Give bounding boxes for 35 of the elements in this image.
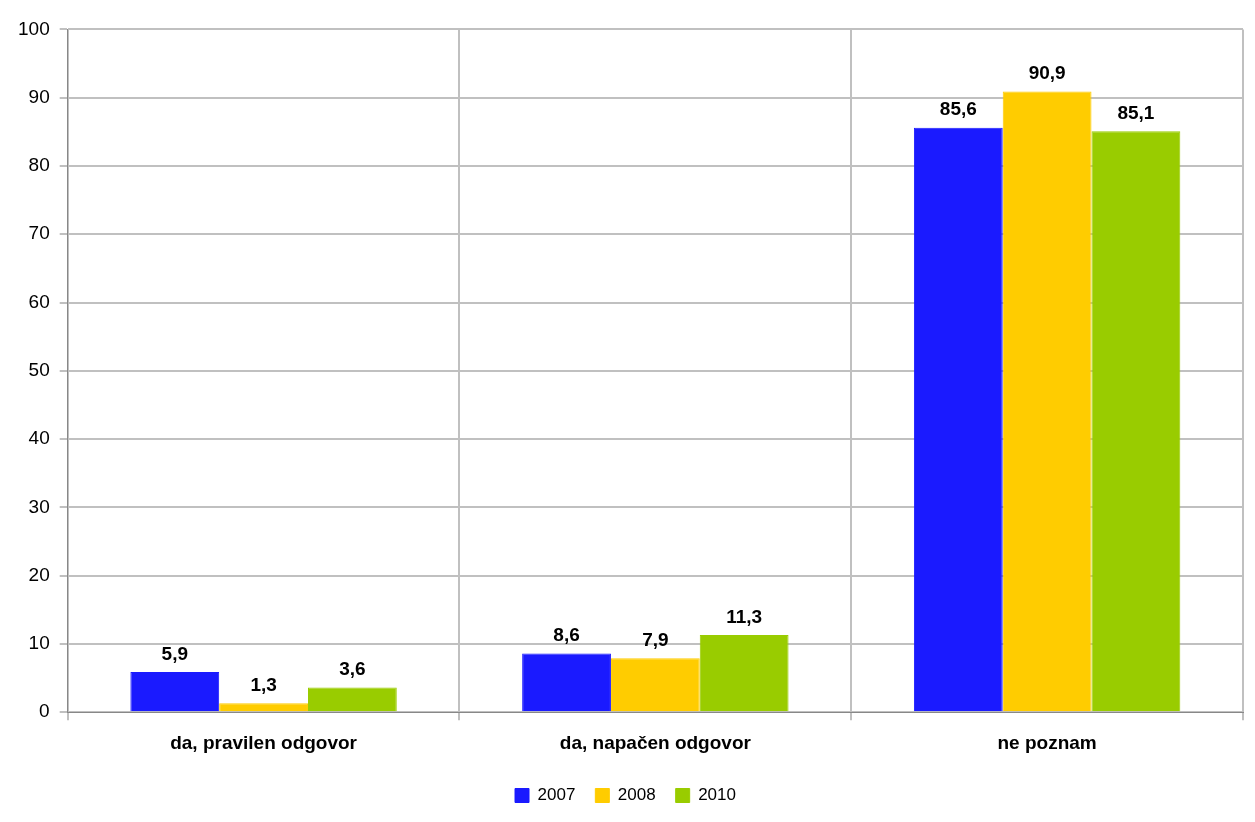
bar: [219, 703, 308, 712]
y-tick-label: 50: [28, 359, 50, 381]
bar: [130, 671, 220, 712]
legend-label: 2010: [698, 785, 736, 805]
y-tick-label: 80: [28, 154, 50, 176]
y-tick-label: 30: [28, 495, 50, 517]
data-label: 8,6: [553, 624, 580, 646]
bar: [307, 687, 397, 712]
y-tick-label: 10: [28, 632, 50, 654]
data-label: 90,9: [1028, 62, 1066, 84]
y-tick-label: 40: [28, 427, 50, 449]
data-label: 85,6: [939, 98, 977, 120]
x-tick-label: da, napačen odgovor: [559, 731, 752, 753]
y-tick-label: 60: [28, 290, 50, 312]
bar: [1091, 131, 1181, 712]
bar: [522, 653, 611, 712]
data-label: 1,3: [250, 674, 277, 696]
bar: [610, 658, 700, 712]
x-tick-label: da, pravilen odgovor: [170, 731, 358, 753]
bar: [913, 127, 1003, 712]
data-label: 7,9: [642, 628, 669, 650]
data-label: 3,6: [339, 658, 366, 680]
data-label: 11,3: [726, 605, 763, 627]
legend-label: 2008: [617, 785, 656, 805]
y-tick-label: 100: [18, 17, 50, 39]
y-tick-label: 70: [28, 222, 50, 244]
data-label: 85,1: [1117, 101, 1155, 123]
data-label: 5,9: [161, 642, 188, 664]
legend-label: 2007: [537, 785, 576, 805]
y-tick-label: 90: [28, 85, 50, 107]
x-tick-label: ne poznam: [997, 731, 1097, 753]
y-tick-label: 20: [28, 563, 50, 585]
bar: [1002, 91, 1092, 712]
y-tick-label: 0: [39, 700, 50, 722]
bar: [699, 635, 789, 712]
